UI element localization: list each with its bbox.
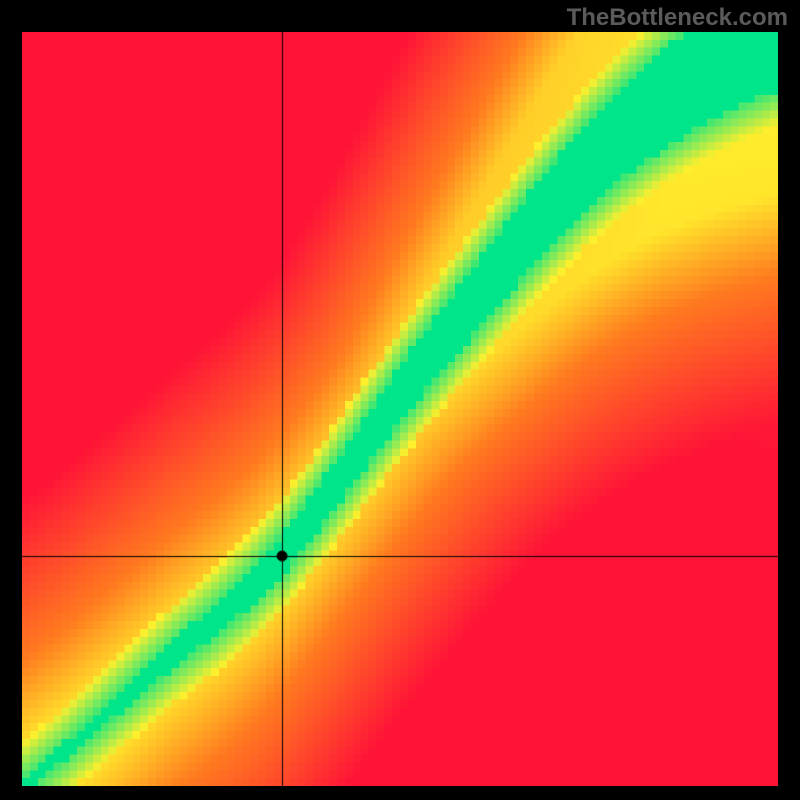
watermark-text: TheBottleneck.com — [567, 4, 788, 32]
chart-container: TheBottleneck.com — [0, 0, 800, 800]
chart-overlay — [0, 0, 800, 800]
